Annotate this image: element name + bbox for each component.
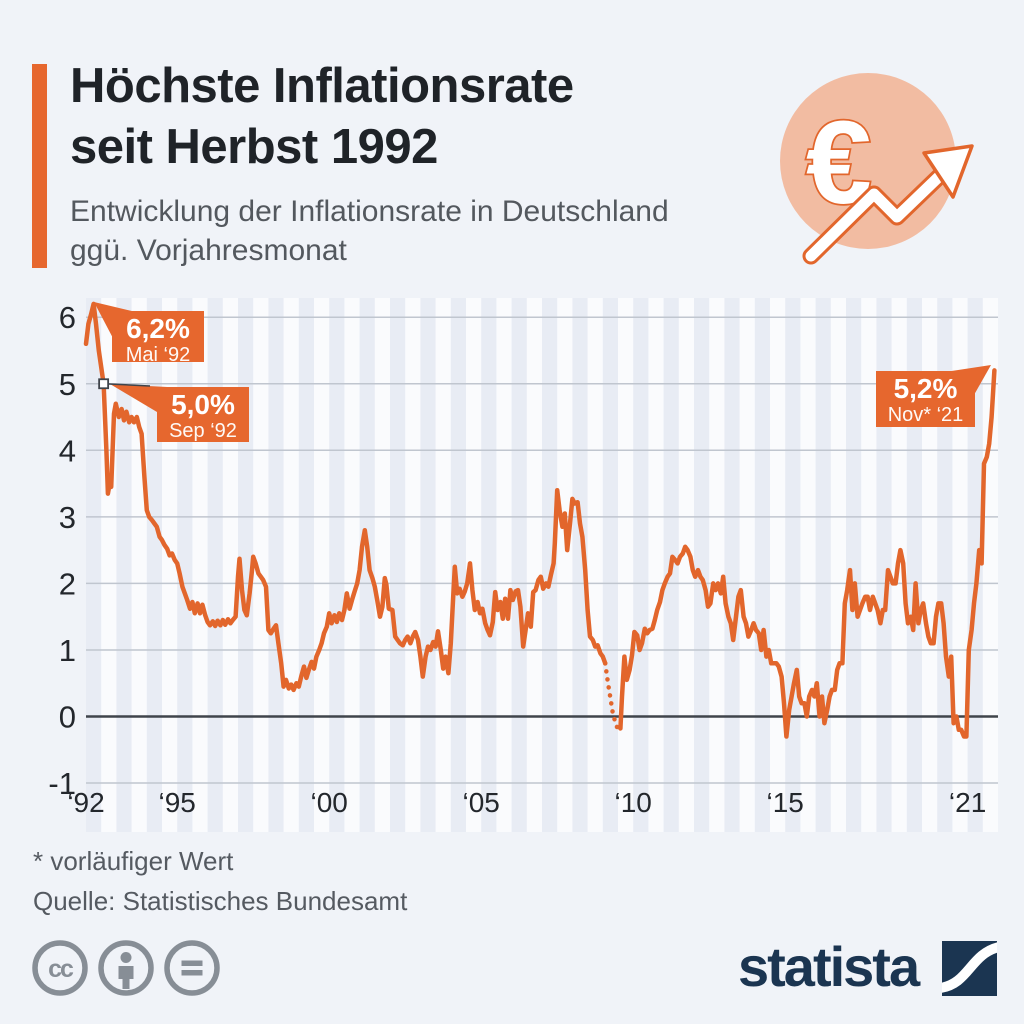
page-subtitle: Entwicklung der Inflationsrate in Deutsc… (70, 192, 669, 270)
x-tick-label: ‘92 (67, 787, 104, 818)
cc-nd-icon[interactable] (163, 939, 221, 997)
year-stripe (967, 298, 983, 832)
y-tick-label: 5 (59, 367, 76, 402)
year-stripe (146, 298, 162, 832)
year-stripe (390, 298, 406, 832)
year-stripe (298, 298, 314, 832)
x-tick-label: ‘00 (311, 787, 348, 818)
source-note: Quelle: Statistisches Bundesamt (33, 886, 408, 916)
year-stripe (420, 298, 436, 832)
callout-sep-92: 5,0% Sep ‘92 (157, 387, 249, 442)
callout-mai-92: 6,2% Mai ‘92 (112, 311, 204, 366)
year-stripe (937, 298, 953, 832)
year-stripe (694, 298, 710, 832)
callout-date: Nov* ‘21 (887, 404, 964, 426)
title-accent-bar (32, 64, 47, 268)
data-point-marker (98, 378, 110, 390)
callout-date: Mai ‘92 (125, 344, 191, 366)
x-tick-label: ‘15 (767, 787, 804, 818)
year-stripe (633, 298, 649, 832)
inflation-line (618, 368, 997, 739)
year-stripe (116, 298, 132, 832)
footnotes: * vorläufiger Wert Quelle: Statistisches… (33, 841, 407, 921)
y-tick-label: 3 (59, 500, 76, 535)
subtitle-line-2: ggü. Vorjahresmonat (70, 234, 347, 267)
cc-license-icons[interactable]: cc (31, 939, 221, 997)
x-tick-label: ‘10 (615, 787, 652, 818)
year-stripe (846, 298, 862, 832)
statista-logo-mark (942, 941, 997, 996)
year-stripe (602, 298, 618, 832)
year-stripe (481, 298, 497, 832)
callout-nov-21: 5,2% Nov* ‘21 (876, 371, 975, 427)
statista-wordmark: statista (738, 935, 921, 998)
callout-date: Sep ‘92 (169, 420, 237, 442)
inflation-line-dotted (602, 661, 623, 733)
trend-arrow-shaft (805, 160, 956, 262)
year-stripe (86, 298, 102, 832)
page-title: Höchste Inflationsrate seit Herbst 1992 (70, 56, 574, 178)
callout-connector-line (103, 383, 151, 387)
x-tick-label: ‘05 (463, 787, 500, 818)
year-stripe (754, 298, 770, 832)
callout-value: 6,2% (126, 313, 190, 344)
title-line-1: Höchste Inflationsrate (70, 59, 574, 113)
statista-logo[interactable]: statista (730, 934, 1010, 1000)
subtitle-line-1: Entwicklung der Inflationsrate in Deutsc… (70, 195, 669, 228)
y-tick-label: 1 (59, 633, 76, 668)
y-tick-label: 2 (59, 566, 76, 601)
year-stripe (450, 298, 466, 832)
y-tick-label: 6 (59, 300, 76, 335)
y-tick-label: 0 (59, 700, 76, 735)
euro-trend-icon: € (780, 73, 974, 265)
provisional-note: * vorläufiger Wert (33, 846, 234, 876)
year-stripe (876, 298, 892, 832)
year-stripe (906, 298, 922, 832)
y-tick-label: 4 (59, 433, 76, 468)
cc-by-icon[interactable] (97, 939, 155, 997)
cc-icon[interactable]: cc (31, 939, 89, 997)
x-tick-label: ‘21 (949, 787, 986, 818)
svg-text:cc: cc (48, 955, 74, 983)
x-tick-label: ‘95 (159, 787, 196, 818)
y-tick-label: -1 (48, 766, 76, 801)
year-stripe (542, 298, 558, 832)
year-stripe (815, 298, 831, 832)
title-line-2: seit Herbst 1992 (70, 120, 438, 174)
year-stripe (511, 298, 527, 832)
year-stripe (785, 298, 801, 832)
callout-value: 5,2% (893, 373, 958, 404)
callout-value: 5,0% (171, 389, 235, 420)
year-stripe (207, 298, 223, 832)
year-stripe (268, 298, 284, 832)
year-stripe (724, 298, 740, 832)
trend-arrow-head (922, 144, 974, 199)
year-stripe (572, 298, 588, 832)
inflation-line (83, 301, 608, 693)
year-stripe (329, 298, 345, 832)
